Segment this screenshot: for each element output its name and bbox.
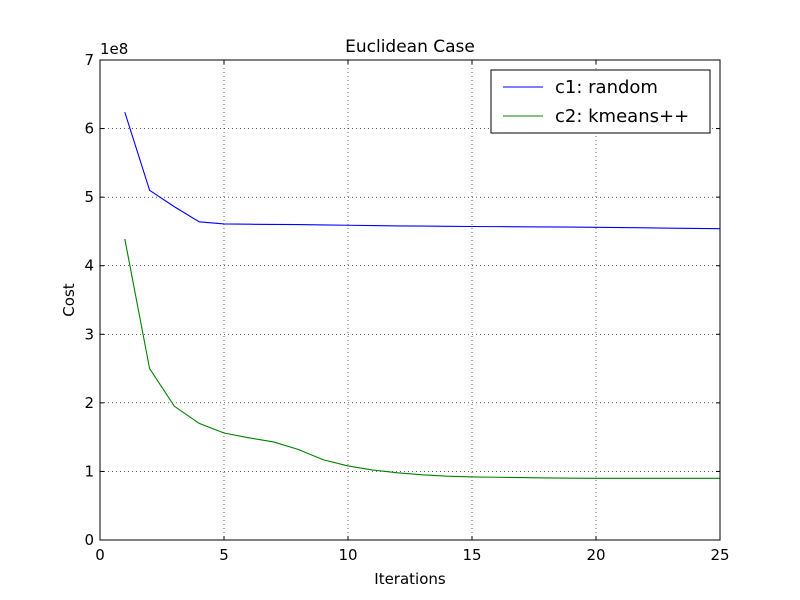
legend-box xyxy=(490,69,711,134)
legend-label-2: c2: kmeans++ xyxy=(555,106,689,127)
plot-frame xyxy=(99,59,721,541)
y-tick-label: 0 xyxy=(84,531,94,549)
series-line-2 xyxy=(124,238,720,479)
y-tick-label: 5 xyxy=(84,188,94,206)
chart-title: Euclidean Case xyxy=(345,37,475,57)
x-tick-label: 20 xyxy=(586,546,605,564)
x-tick-label: 5 xyxy=(219,546,229,564)
y-tick-label: 4 xyxy=(84,257,94,275)
legend-label-1: c1: random xyxy=(555,77,658,98)
y-axis-label: Cost xyxy=(60,283,78,316)
x-tick-label: 15 xyxy=(462,546,481,564)
x-tick-label: 0 xyxy=(95,546,105,564)
y-tick-label: 3 xyxy=(84,325,94,343)
y-offset-label: 1e8 xyxy=(100,40,128,58)
series-lines xyxy=(124,111,721,479)
y-tick-label: 1 xyxy=(84,462,94,480)
y-tick-label: 2 xyxy=(84,394,94,412)
y-tick-label: 6 xyxy=(84,120,94,138)
x-axis-label: Iterations xyxy=(374,570,446,588)
legend: c1: random c2: kmeans++ xyxy=(490,69,711,134)
x-tick-label: 25 xyxy=(710,546,729,564)
series-line-1 xyxy=(124,111,721,230)
x-tick-label: 10 xyxy=(338,546,357,564)
y-tick-label: 7 xyxy=(84,51,94,69)
axis-ticks: 0 5 10 15 20 25 0 1 2 3 4 5 6 7 xyxy=(84,51,729,564)
